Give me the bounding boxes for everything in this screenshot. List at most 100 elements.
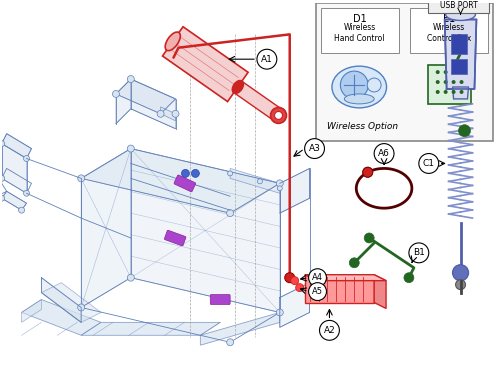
Polygon shape xyxy=(22,300,42,322)
Circle shape xyxy=(257,49,277,69)
Polygon shape xyxy=(42,278,81,322)
Text: Wireless
Hand Control: Wireless Hand Control xyxy=(334,23,385,43)
Text: B1: B1 xyxy=(413,248,425,257)
Circle shape xyxy=(374,144,394,164)
Circle shape xyxy=(367,78,381,92)
Polygon shape xyxy=(304,275,386,280)
Circle shape xyxy=(128,274,134,281)
Text: Wireless
Control Box: Wireless Control Box xyxy=(427,23,472,43)
Circle shape xyxy=(18,207,24,213)
Ellipse shape xyxy=(344,94,374,104)
Polygon shape xyxy=(444,20,476,89)
Circle shape xyxy=(128,145,134,152)
Circle shape xyxy=(460,70,464,74)
Circle shape xyxy=(456,280,466,290)
Polygon shape xyxy=(81,149,131,308)
Text: A4: A4 xyxy=(312,273,323,282)
Circle shape xyxy=(78,175,84,182)
Ellipse shape xyxy=(232,81,243,93)
Circle shape xyxy=(452,90,456,94)
Polygon shape xyxy=(162,27,248,101)
Polygon shape xyxy=(81,149,280,213)
FancyBboxPatch shape xyxy=(316,3,494,141)
Circle shape xyxy=(228,171,232,176)
Circle shape xyxy=(278,186,282,191)
FancyBboxPatch shape xyxy=(410,8,488,53)
Circle shape xyxy=(24,190,30,196)
Text: A1: A1 xyxy=(261,55,273,64)
Circle shape xyxy=(296,284,304,291)
Polygon shape xyxy=(116,79,176,114)
Circle shape xyxy=(363,167,372,177)
Text: A3: A3 xyxy=(308,144,320,153)
Circle shape xyxy=(276,309,283,316)
Polygon shape xyxy=(131,149,280,313)
Polygon shape xyxy=(200,313,280,345)
Circle shape xyxy=(409,243,429,263)
Text: E1: E1 xyxy=(443,14,456,25)
Circle shape xyxy=(340,71,368,99)
FancyBboxPatch shape xyxy=(320,8,399,53)
Polygon shape xyxy=(230,169,280,193)
Circle shape xyxy=(308,269,326,287)
Circle shape xyxy=(226,210,234,217)
Circle shape xyxy=(444,90,448,94)
Polygon shape xyxy=(452,87,468,99)
Polygon shape xyxy=(2,134,32,158)
Circle shape xyxy=(112,90,119,97)
Text: C1: C1 xyxy=(423,159,435,168)
Circle shape xyxy=(276,180,283,187)
Polygon shape xyxy=(2,144,26,193)
Circle shape xyxy=(364,233,374,243)
FancyBboxPatch shape xyxy=(428,65,472,104)
Circle shape xyxy=(0,141,4,147)
Circle shape xyxy=(304,139,324,158)
Polygon shape xyxy=(2,191,26,210)
FancyBboxPatch shape xyxy=(174,175,196,192)
Polygon shape xyxy=(280,283,310,327)
Text: USB PORT: USB PORT xyxy=(440,0,478,9)
Circle shape xyxy=(320,320,340,340)
Circle shape xyxy=(363,167,372,177)
Circle shape xyxy=(0,195,4,201)
Circle shape xyxy=(444,70,448,74)
Circle shape xyxy=(182,169,190,177)
Polygon shape xyxy=(42,283,101,322)
Text: Wireless Option: Wireless Option xyxy=(326,122,398,131)
Polygon shape xyxy=(374,275,386,308)
Circle shape xyxy=(78,304,84,311)
Circle shape xyxy=(24,156,30,161)
Ellipse shape xyxy=(165,32,180,51)
Circle shape xyxy=(436,90,440,94)
Polygon shape xyxy=(450,59,466,74)
Circle shape xyxy=(350,258,359,268)
Circle shape xyxy=(452,265,468,280)
FancyBboxPatch shape xyxy=(210,294,230,305)
Text: D1: D1 xyxy=(353,14,366,25)
Polygon shape xyxy=(131,79,176,129)
Circle shape xyxy=(458,125,470,136)
Circle shape xyxy=(404,273,414,283)
Polygon shape xyxy=(160,107,176,121)
Circle shape xyxy=(436,70,440,74)
Polygon shape xyxy=(234,81,282,121)
Ellipse shape xyxy=(332,66,386,108)
Text: A2: A2 xyxy=(324,326,336,335)
Circle shape xyxy=(419,153,438,173)
FancyBboxPatch shape xyxy=(164,230,186,246)
Circle shape xyxy=(452,80,456,84)
Circle shape xyxy=(274,112,282,120)
Circle shape xyxy=(258,179,262,184)
Circle shape xyxy=(308,283,326,300)
Text: A6: A6 xyxy=(378,149,390,158)
Circle shape xyxy=(270,107,286,123)
Polygon shape xyxy=(22,300,101,335)
Text: A5: A5 xyxy=(312,287,323,296)
Circle shape xyxy=(436,80,440,84)
Circle shape xyxy=(157,110,164,117)
Circle shape xyxy=(128,75,134,83)
FancyBboxPatch shape xyxy=(428,0,490,12)
Polygon shape xyxy=(450,34,466,54)
Polygon shape xyxy=(81,322,220,335)
Circle shape xyxy=(192,169,200,177)
